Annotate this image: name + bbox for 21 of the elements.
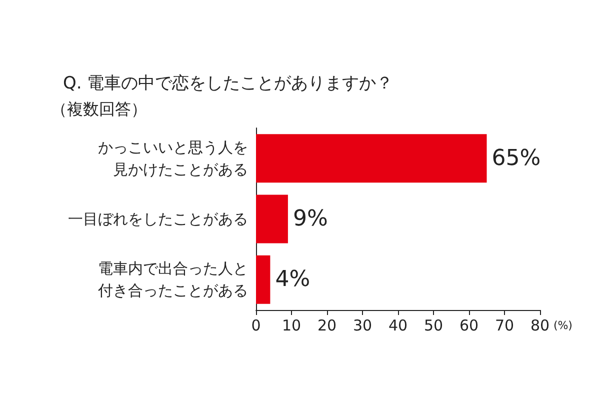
data-label: 4% — [275, 267, 310, 292]
x-tick-label: 10 — [282, 316, 302, 334]
y-tick-label: 一目ぼれをしたことがある — [68, 210, 248, 228]
x-tick-label: 80 — [530, 316, 550, 334]
x-tick-label: 70 — [494, 316, 514, 334]
y-tick-label: 電車内で出合った人と付き合ったことがある — [97, 260, 248, 300]
text: （複数回答） — [51, 100, 147, 118]
bar — [256, 255, 270, 304]
x-axis-title: (%) — [553, 319, 572, 332]
y-tick-label: かっこいいと思う人を見かけたことがある — [98, 138, 248, 178]
x-tick-label: 20 — [317, 316, 337, 334]
data-label: 65% — [492, 146, 541, 171]
x-tick-label: 50 — [424, 316, 444, 334]
chart-title: Q. 電車の中で恋をしたことがありますか？ — [63, 74, 394, 94]
x-tick-label: 60 — [459, 316, 479, 334]
bar — [256, 194, 288, 244]
x-tick-label: 40 — [388, 316, 408, 334]
bar — [256, 134, 487, 183]
x-tick-label: 0 — [251, 316, 261, 334]
data-label: 9% — [292, 206, 328, 232]
x-tick-label: 30 — [352, 316, 372, 334]
